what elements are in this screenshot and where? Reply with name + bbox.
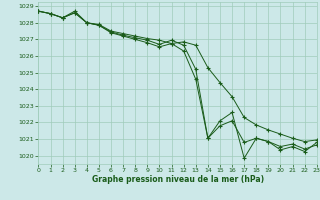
X-axis label: Graphe pression niveau de la mer (hPa): Graphe pression niveau de la mer (hPa) bbox=[92, 175, 264, 184]
